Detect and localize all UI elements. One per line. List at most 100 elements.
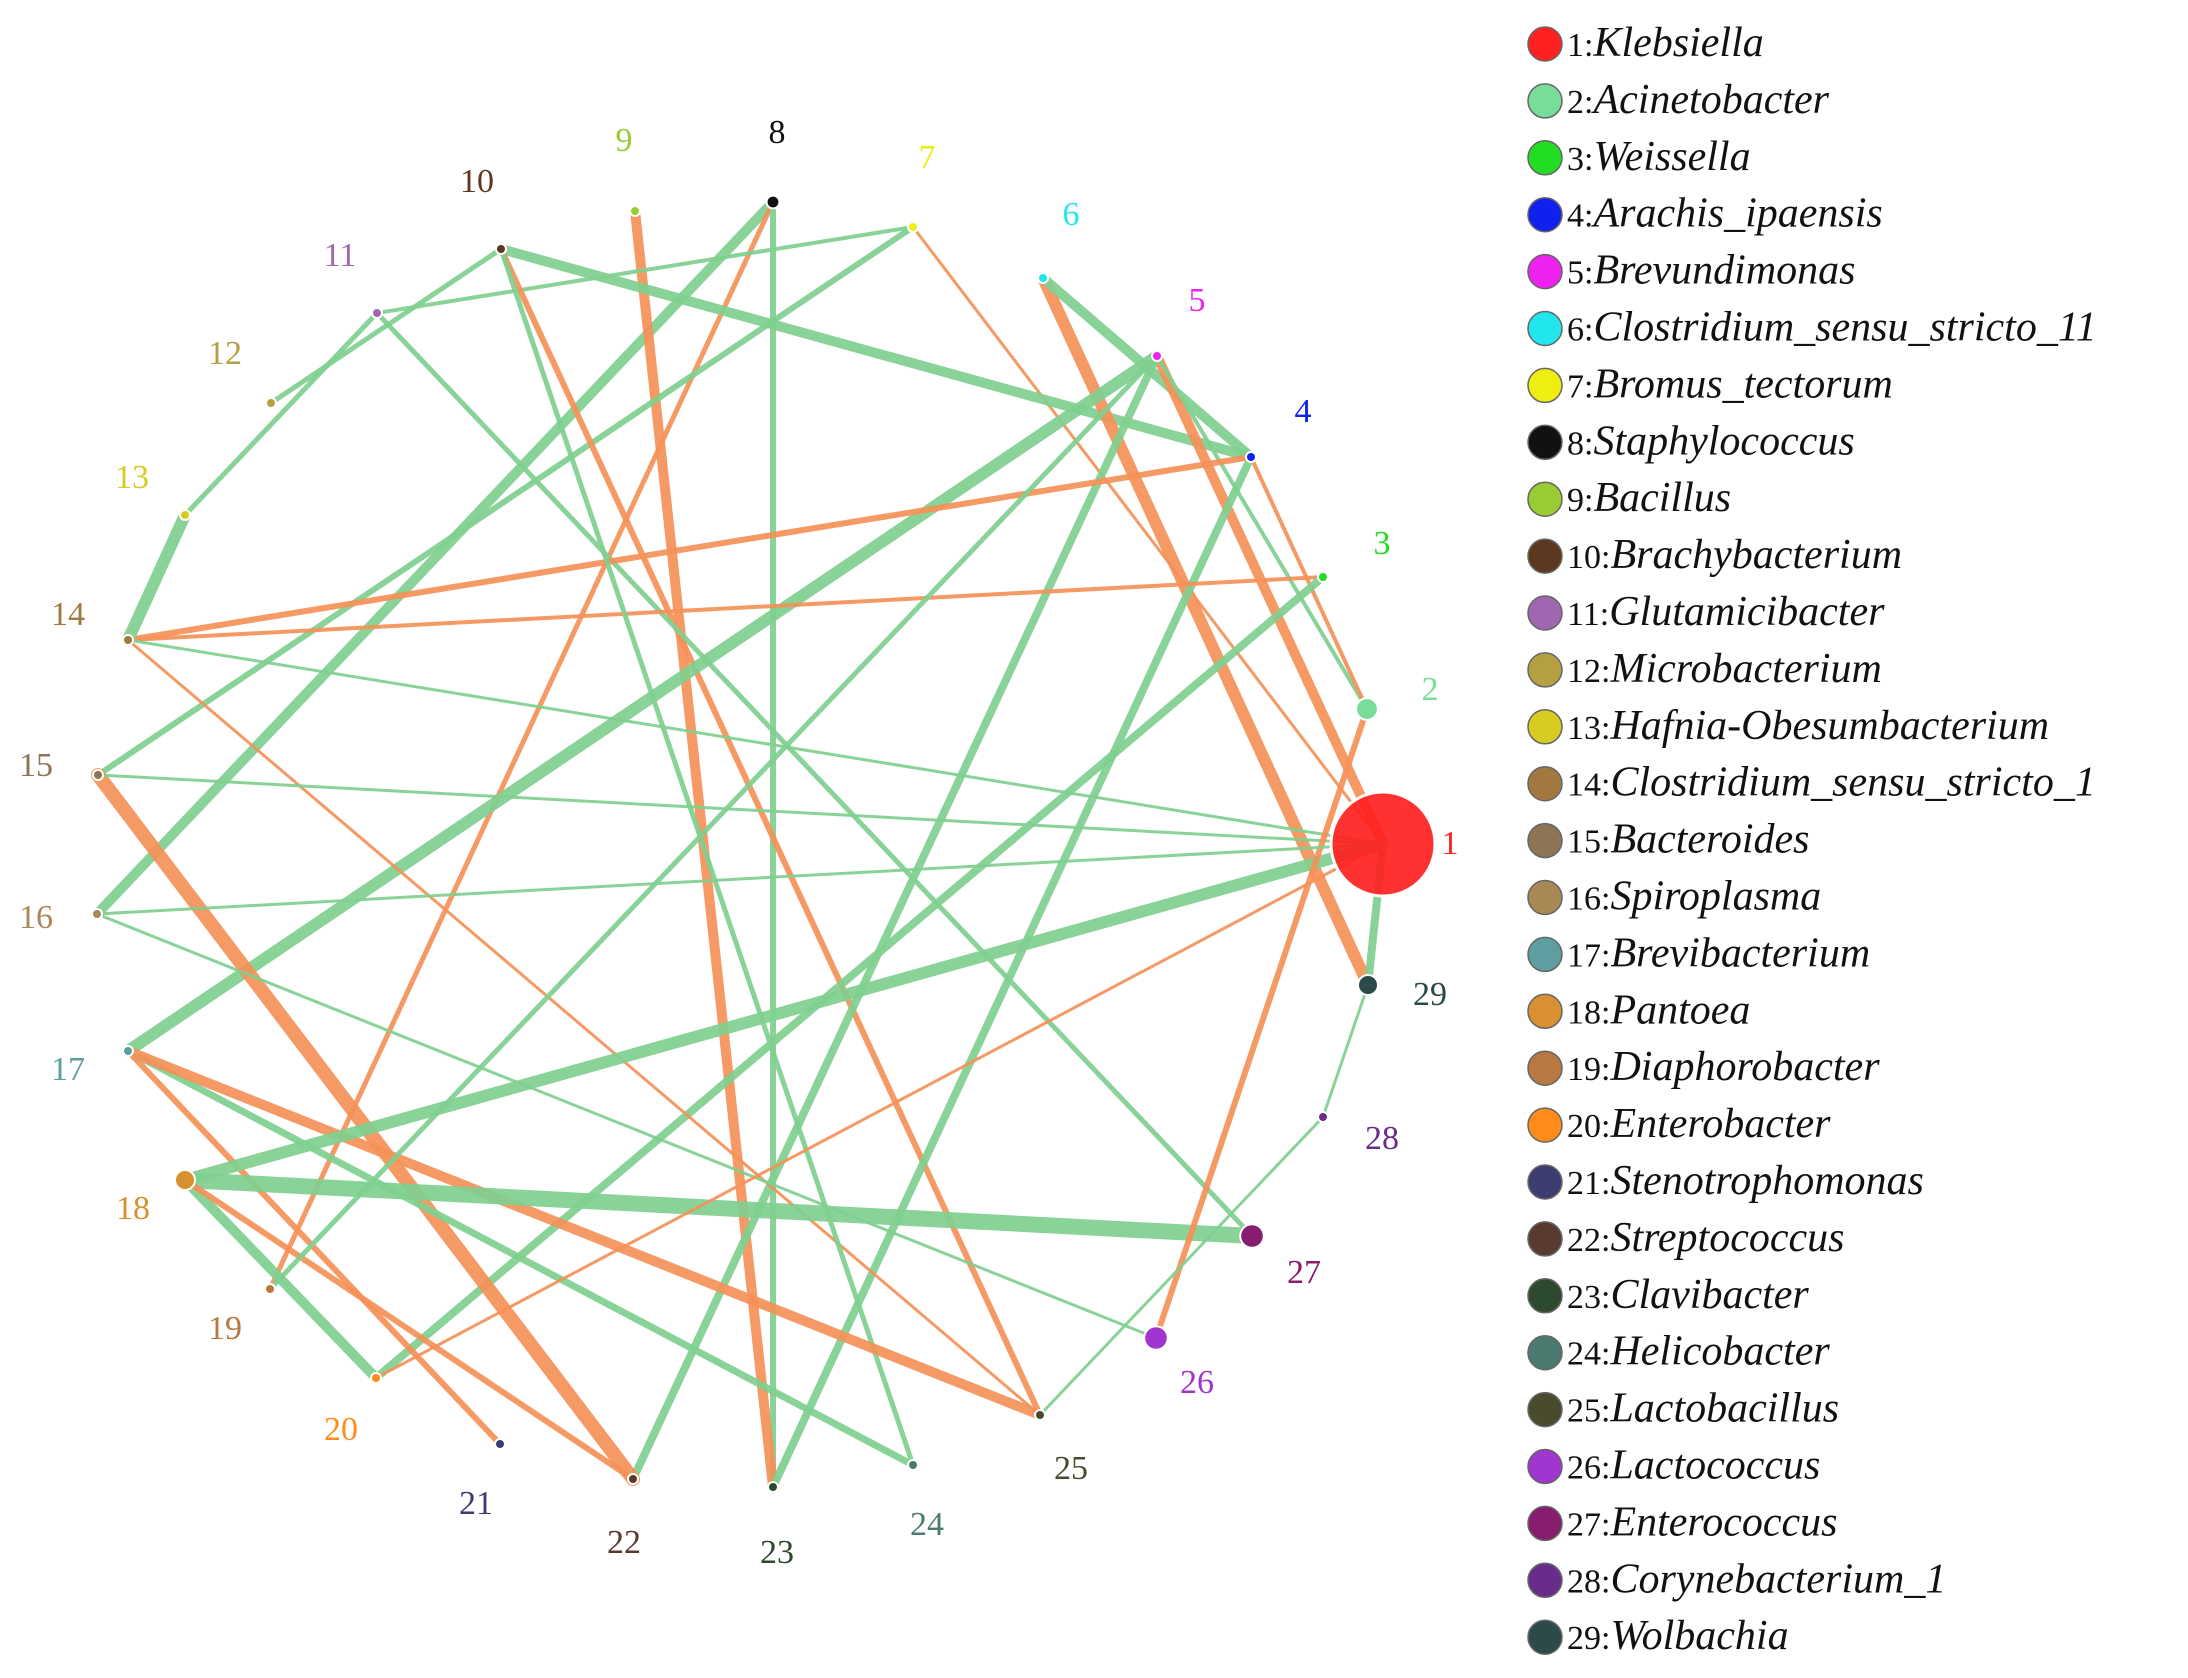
node-label-21: 21 — [459, 1485, 493, 1522]
legend-label-11: 11:Glutamicibacter — [1567, 589, 1885, 635]
node-13 — [179, 509, 191, 521]
legend-marker-7 — [1527, 367, 1563, 404]
node-label-11: 11 — [324, 237, 357, 274]
legend-label-18: 18:Pantoea — [1567, 987, 1750, 1033]
node-11 — [371, 307, 383, 319]
node-label-4: 4 — [1295, 393, 1312, 430]
node-6 — [1037, 272, 1049, 284]
legend-item-21: 21:Stenotrophomonas — [1527, 1158, 1924, 1204]
node-label-15: 15 — [19, 747, 53, 784]
edge-13-14 — [122, 509, 191, 646]
node-28 — [1317, 1111, 1329, 1123]
legend-marker-15 — [1527, 822, 1563, 859]
node-label-19: 19 — [208, 1310, 242, 1347]
edge-17-25 — [123, 1046, 1045, 1420]
node-label-12: 12 — [208, 335, 242, 372]
legend-item-12: 12:Microbacterium — [1527, 646, 1882, 692]
node-5 — [1151, 350, 1163, 362]
legend-label-13: 13:Hafnia-Obesumbacterium — [1567, 703, 2049, 749]
legend-marker-2 — [1527, 83, 1563, 119]
node-label-5: 5 — [1189, 282, 1206, 319]
node-25 — [1034, 1409, 1046, 1421]
legend-label-26: 26:Lactococcus — [1567, 1443, 1820, 1489]
node-29 — [1357, 974, 1379, 996]
node-label-2: 2 — [1422, 671, 1439, 708]
node-14 — [122, 634, 134, 646]
legend-label-3: 3:Weissella — [1567, 134, 1751, 180]
node-10 — [495, 243, 507, 255]
legend: 1:Klebsiella 2:Acinetobacter 3:Weissella 4:… — [1527, 20, 2097, 1659]
edge-8-16 — [92, 197, 778, 919]
legend-label-15: 15:Bacteroides — [1567, 817, 1810, 863]
legend-label-14: 14:Clostridium_sensu_stricto_1 — [1567, 760, 2096, 806]
legend-label-8: 8:Staphylococcus — [1567, 418, 1855, 464]
legend-marker-23 — [1527, 1278, 1563, 1314]
legend-marker-13 — [1527, 709, 1563, 745]
legend-label-17: 17:Brevibacterium — [1567, 930, 1870, 976]
legend-marker-17 — [1527, 936, 1563, 973]
legend-item-27: 27:Enterococcus — [1527, 1499, 1837, 1545]
node-label-16: 16 — [19, 899, 53, 936]
node-label-8: 8 — [769, 114, 786, 151]
legend-item-4: 4:Arachis_ipaensis — [1527, 191, 1883, 237]
legend-label-1: 1:Klebsiella — [1567, 20, 1764, 66]
legend-item-2: 2:Acinetobacter — [1527, 77, 1830, 123]
legend-marker-11 — [1527, 595, 1563, 631]
legend-marker-14 — [1527, 765, 1563, 802]
legend-item-9: 9:Bacillus — [1527, 475, 1731, 521]
legend-item-5: 5:Brevundimonas — [1527, 248, 1856, 294]
node-21 — [494, 1438, 506, 1450]
node-15 — [92, 769, 104, 781]
legend-label-22: 22:Streptococcus — [1567, 1215, 1845, 1261]
edge-28-25 — [1038, 1115, 1325, 1417]
legend-item-26: 26:Lactococcus — [1527, 1443, 1820, 1489]
node-label-3: 3 — [1374, 525, 1391, 562]
legend-item-29: 29:Wolbachia — [1527, 1613, 1789, 1659]
legend-marker-1 — [1527, 26, 1563, 62]
node-17 — [122, 1045, 134, 1057]
nodes-layer — [91, 194, 1437, 1493]
edge-20-1 — [374, 842, 1385, 1380]
legend-marker-12 — [1527, 652, 1563, 688]
edge-5-17 — [122, 350, 1163, 1057]
legend-item-25: 25:Lactobacillus — [1527, 1386, 1839, 1432]
node-16 — [91, 908, 103, 920]
legend-marker-29 — [1527, 1619, 1563, 1655]
node-2 — [1355, 697, 1379, 721]
node-1 — [1329, 790, 1437, 898]
node-23 — [767, 1481, 779, 1493]
node-label-29: 29 — [1413, 976, 1447, 1013]
edge-4-23 — [769, 453, 1255, 1491]
edge-3-14 — [126, 575, 1325, 642]
legend-item-18: 18:Pantoea — [1527, 987, 1750, 1033]
legend-label-20: 20:Enterobacter — [1567, 1101, 1831, 1147]
legend-item-11: 11:Glutamicibacter — [1527, 589, 1885, 635]
legend-marker-26 — [1527, 1448, 1563, 1485]
node-26 — [1143, 1325, 1169, 1351]
legend-marker-24 — [1527, 1334, 1563, 1371]
legend-item-14: 14:Clostridium_sensu_stricto_1 — [1527, 760, 2096, 806]
node-label-20: 20 — [324, 1411, 358, 1448]
edge-5-2 — [1155, 354, 1369, 711]
legend-label-23: 23:Clavibacter — [1567, 1272, 1809, 1318]
legend-item-19: 19:Diaphorobacter — [1527, 1044, 1880, 1090]
legend-label-10: 10:Brachybacterium — [1567, 532, 1902, 578]
legend-label-16: 16:Spiroplasma — [1567, 874, 1821, 920]
legend-item-8: 8:Staphylococcus — [1527, 418, 1855, 464]
legend-label-4: 4:Arachis_ipaensis — [1567, 191, 1883, 237]
edge-2-26 — [1153, 706, 1370, 1341]
legend-item-7: 7:Bromus_tectorum — [1527, 361, 1893, 407]
legend-item-16: 16:Spiroplasma — [1527, 874, 1821, 920]
legend-label-5: 5:Brevundimonas — [1567, 248, 1856, 294]
legend-label-2: 2:Acinetobacter — [1567, 77, 1830, 123]
legend-label-12: 12:Microbacterium — [1567, 646, 1882, 692]
edge-3-20 — [372, 573, 1327, 1382]
node-8 — [765, 194, 781, 210]
legend-marker-5 — [1527, 253, 1563, 290]
edge-19-5 — [267, 353, 1160, 1292]
node-label-18: 18 — [116, 1190, 150, 1227]
legend-label-24: 24:Helicobacter — [1567, 1329, 1830, 1375]
legend-marker-21 — [1527, 1164, 1563, 1200]
legend-marker-9 — [1527, 481, 1563, 517]
node-label-6: 6 — [1063, 196, 1080, 233]
